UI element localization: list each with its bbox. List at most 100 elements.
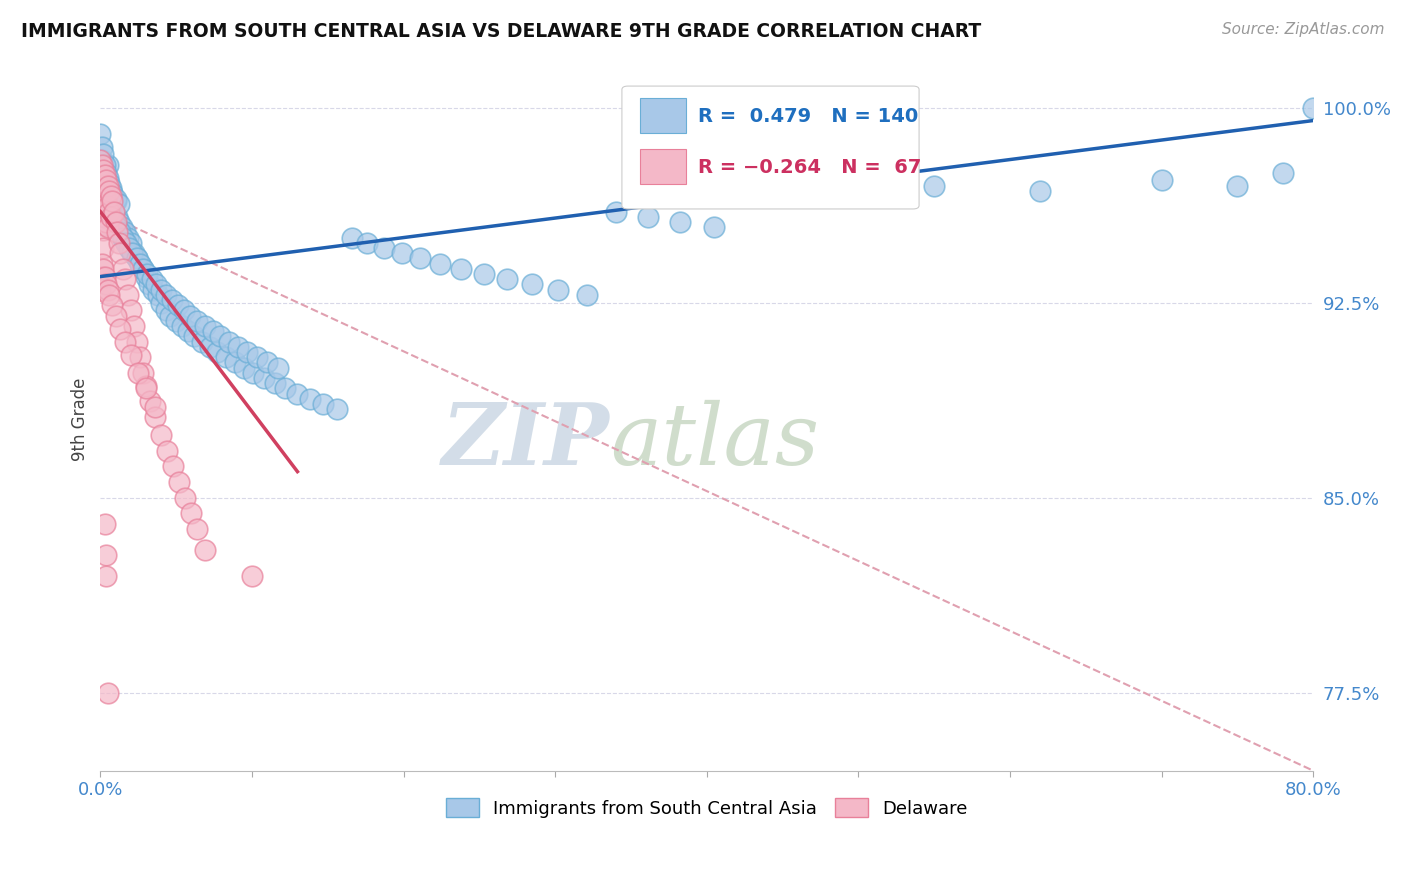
Point (105, 220, 128, 235)
Point (94, 516, 117, 531)
Point (132, 366, 155, 380)
Point (201, 324, 224, 338)
Point (112, 230, 135, 244)
Text: R = −0.264   N =  67: R = −0.264 N = 67 (699, 158, 922, 177)
Point (135, 269, 157, 284)
Point (104, 215, 127, 229)
Point (132, 261, 155, 276)
Point (179, 309, 201, 323)
Point (167, 475, 190, 489)
Point (115, 235, 138, 250)
Point (922, 178, 945, 193)
Point (242, 366, 264, 380)
Point (90, 199, 112, 213)
Text: atlas: atlas (610, 400, 818, 482)
Point (233, 360, 256, 375)
Point (141, 272, 163, 286)
Point (101, 210, 124, 224)
Point (89, 194, 111, 209)
Point (191, 334, 214, 349)
Point (120, 235, 142, 250)
Point (89, 192, 111, 206)
Point (125, 252, 148, 266)
Point (97, 283, 120, 297)
Text: Source: ZipAtlas.com: Source: ZipAtlas.com (1222, 22, 1385, 37)
Point (97, 170, 120, 185)
Point (156, 443, 179, 458)
Point (94, 168, 117, 182)
Point (89, 153, 111, 167)
Point (98, 204, 121, 219)
Point (122, 246, 145, 260)
Point (93, 163, 115, 178)
Point (180, 506, 202, 520)
Point (326, 402, 349, 417)
Point (108, 223, 131, 237)
Point (224, 355, 246, 369)
Point (98, 204, 121, 219)
Point (267, 360, 290, 375)
Point (100, 210, 122, 224)
Point (90, 204, 112, 219)
Point (98, 287, 121, 301)
Point (90, 218, 112, 232)
Point (97, 184, 120, 198)
Point (198, 340, 221, 354)
Point (121, 246, 143, 260)
Point (155, 303, 177, 318)
Point (1302, 101, 1324, 115)
Point (97, 210, 120, 224)
Point (194, 542, 217, 557)
Point (256, 355, 278, 369)
Point (90, 153, 112, 167)
Point (120, 303, 142, 318)
Point (253, 371, 276, 385)
Point (240, 568, 263, 582)
Point (94, 269, 117, 284)
Point (97, 194, 120, 209)
Point (145, 277, 167, 292)
Point (97, 686, 120, 700)
Point (117, 230, 139, 244)
Point (298, 392, 321, 406)
Point (127, 366, 149, 380)
Point (101, 186, 124, 201)
Point (143, 400, 166, 414)
Point (94, 184, 117, 198)
Point (107, 196, 129, 211)
Point (93, 204, 115, 219)
Point (98, 199, 121, 213)
Point (97, 178, 120, 193)
Point (143, 409, 166, 424)
Point (96, 189, 118, 203)
Point (98, 184, 121, 198)
Point (117, 287, 139, 301)
Point (96, 165, 118, 179)
Point (100, 184, 122, 198)
Point (138, 277, 160, 292)
Point (112, 230, 135, 244)
Point (103, 204, 125, 219)
Point (605, 204, 627, 219)
Point (104, 309, 127, 323)
Point (409, 252, 432, 266)
Point (312, 397, 335, 411)
Point (373, 241, 395, 255)
Point (101, 298, 124, 312)
Legend: Immigrants from South Central Asia, Delaware: Immigrants from South Central Asia, Dela… (439, 791, 974, 825)
Point (94, 158, 117, 172)
Point (135, 381, 157, 395)
Point (93, 261, 115, 276)
Point (263, 376, 285, 391)
Point (194, 318, 217, 333)
Point (112, 261, 135, 276)
Point (103, 204, 125, 219)
Point (105, 225, 128, 239)
Point (125, 252, 148, 266)
Point (132, 261, 155, 276)
Point (94, 192, 117, 206)
Point (96, 215, 118, 229)
Point (576, 287, 599, 301)
Point (118, 241, 141, 255)
Point (128, 256, 150, 270)
